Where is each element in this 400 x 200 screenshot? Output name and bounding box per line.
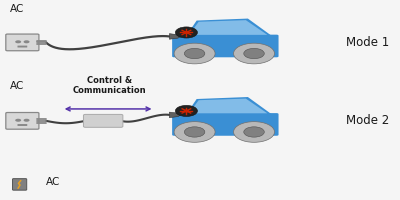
FancyBboxPatch shape <box>84 114 123 127</box>
Text: Mode 2: Mode 2 <box>346 114 389 127</box>
FancyBboxPatch shape <box>6 113 39 129</box>
Polygon shape <box>189 99 267 113</box>
Text: AC: AC <box>10 4 24 14</box>
FancyBboxPatch shape <box>172 35 278 57</box>
Circle shape <box>15 40 21 43</box>
Text: Mode 1: Mode 1 <box>346 36 389 49</box>
Circle shape <box>175 27 198 38</box>
Circle shape <box>174 43 215 64</box>
Circle shape <box>244 48 264 59</box>
Circle shape <box>184 31 189 34</box>
Circle shape <box>24 119 30 122</box>
Circle shape <box>175 105 198 116</box>
Circle shape <box>184 127 205 137</box>
FancyBboxPatch shape <box>12 179 27 190</box>
Polygon shape <box>169 34 181 39</box>
Circle shape <box>244 127 264 137</box>
FancyBboxPatch shape <box>18 46 27 48</box>
Circle shape <box>234 122 274 142</box>
Polygon shape <box>186 97 272 114</box>
FancyBboxPatch shape <box>172 113 278 136</box>
FancyBboxPatch shape <box>18 124 27 126</box>
Text: AC: AC <box>46 177 60 187</box>
Polygon shape <box>186 19 272 36</box>
Circle shape <box>15 119 21 122</box>
Circle shape <box>234 43 274 64</box>
Text: AC: AC <box>10 81 24 91</box>
Polygon shape <box>189 20 267 35</box>
Circle shape <box>24 40 30 43</box>
Text: Control &
Communication: Control & Communication <box>72 76 146 95</box>
Polygon shape <box>169 112 181 118</box>
Circle shape <box>174 122 215 142</box>
FancyBboxPatch shape <box>6 34 39 51</box>
Circle shape <box>184 110 189 112</box>
Circle shape <box>184 48 205 59</box>
